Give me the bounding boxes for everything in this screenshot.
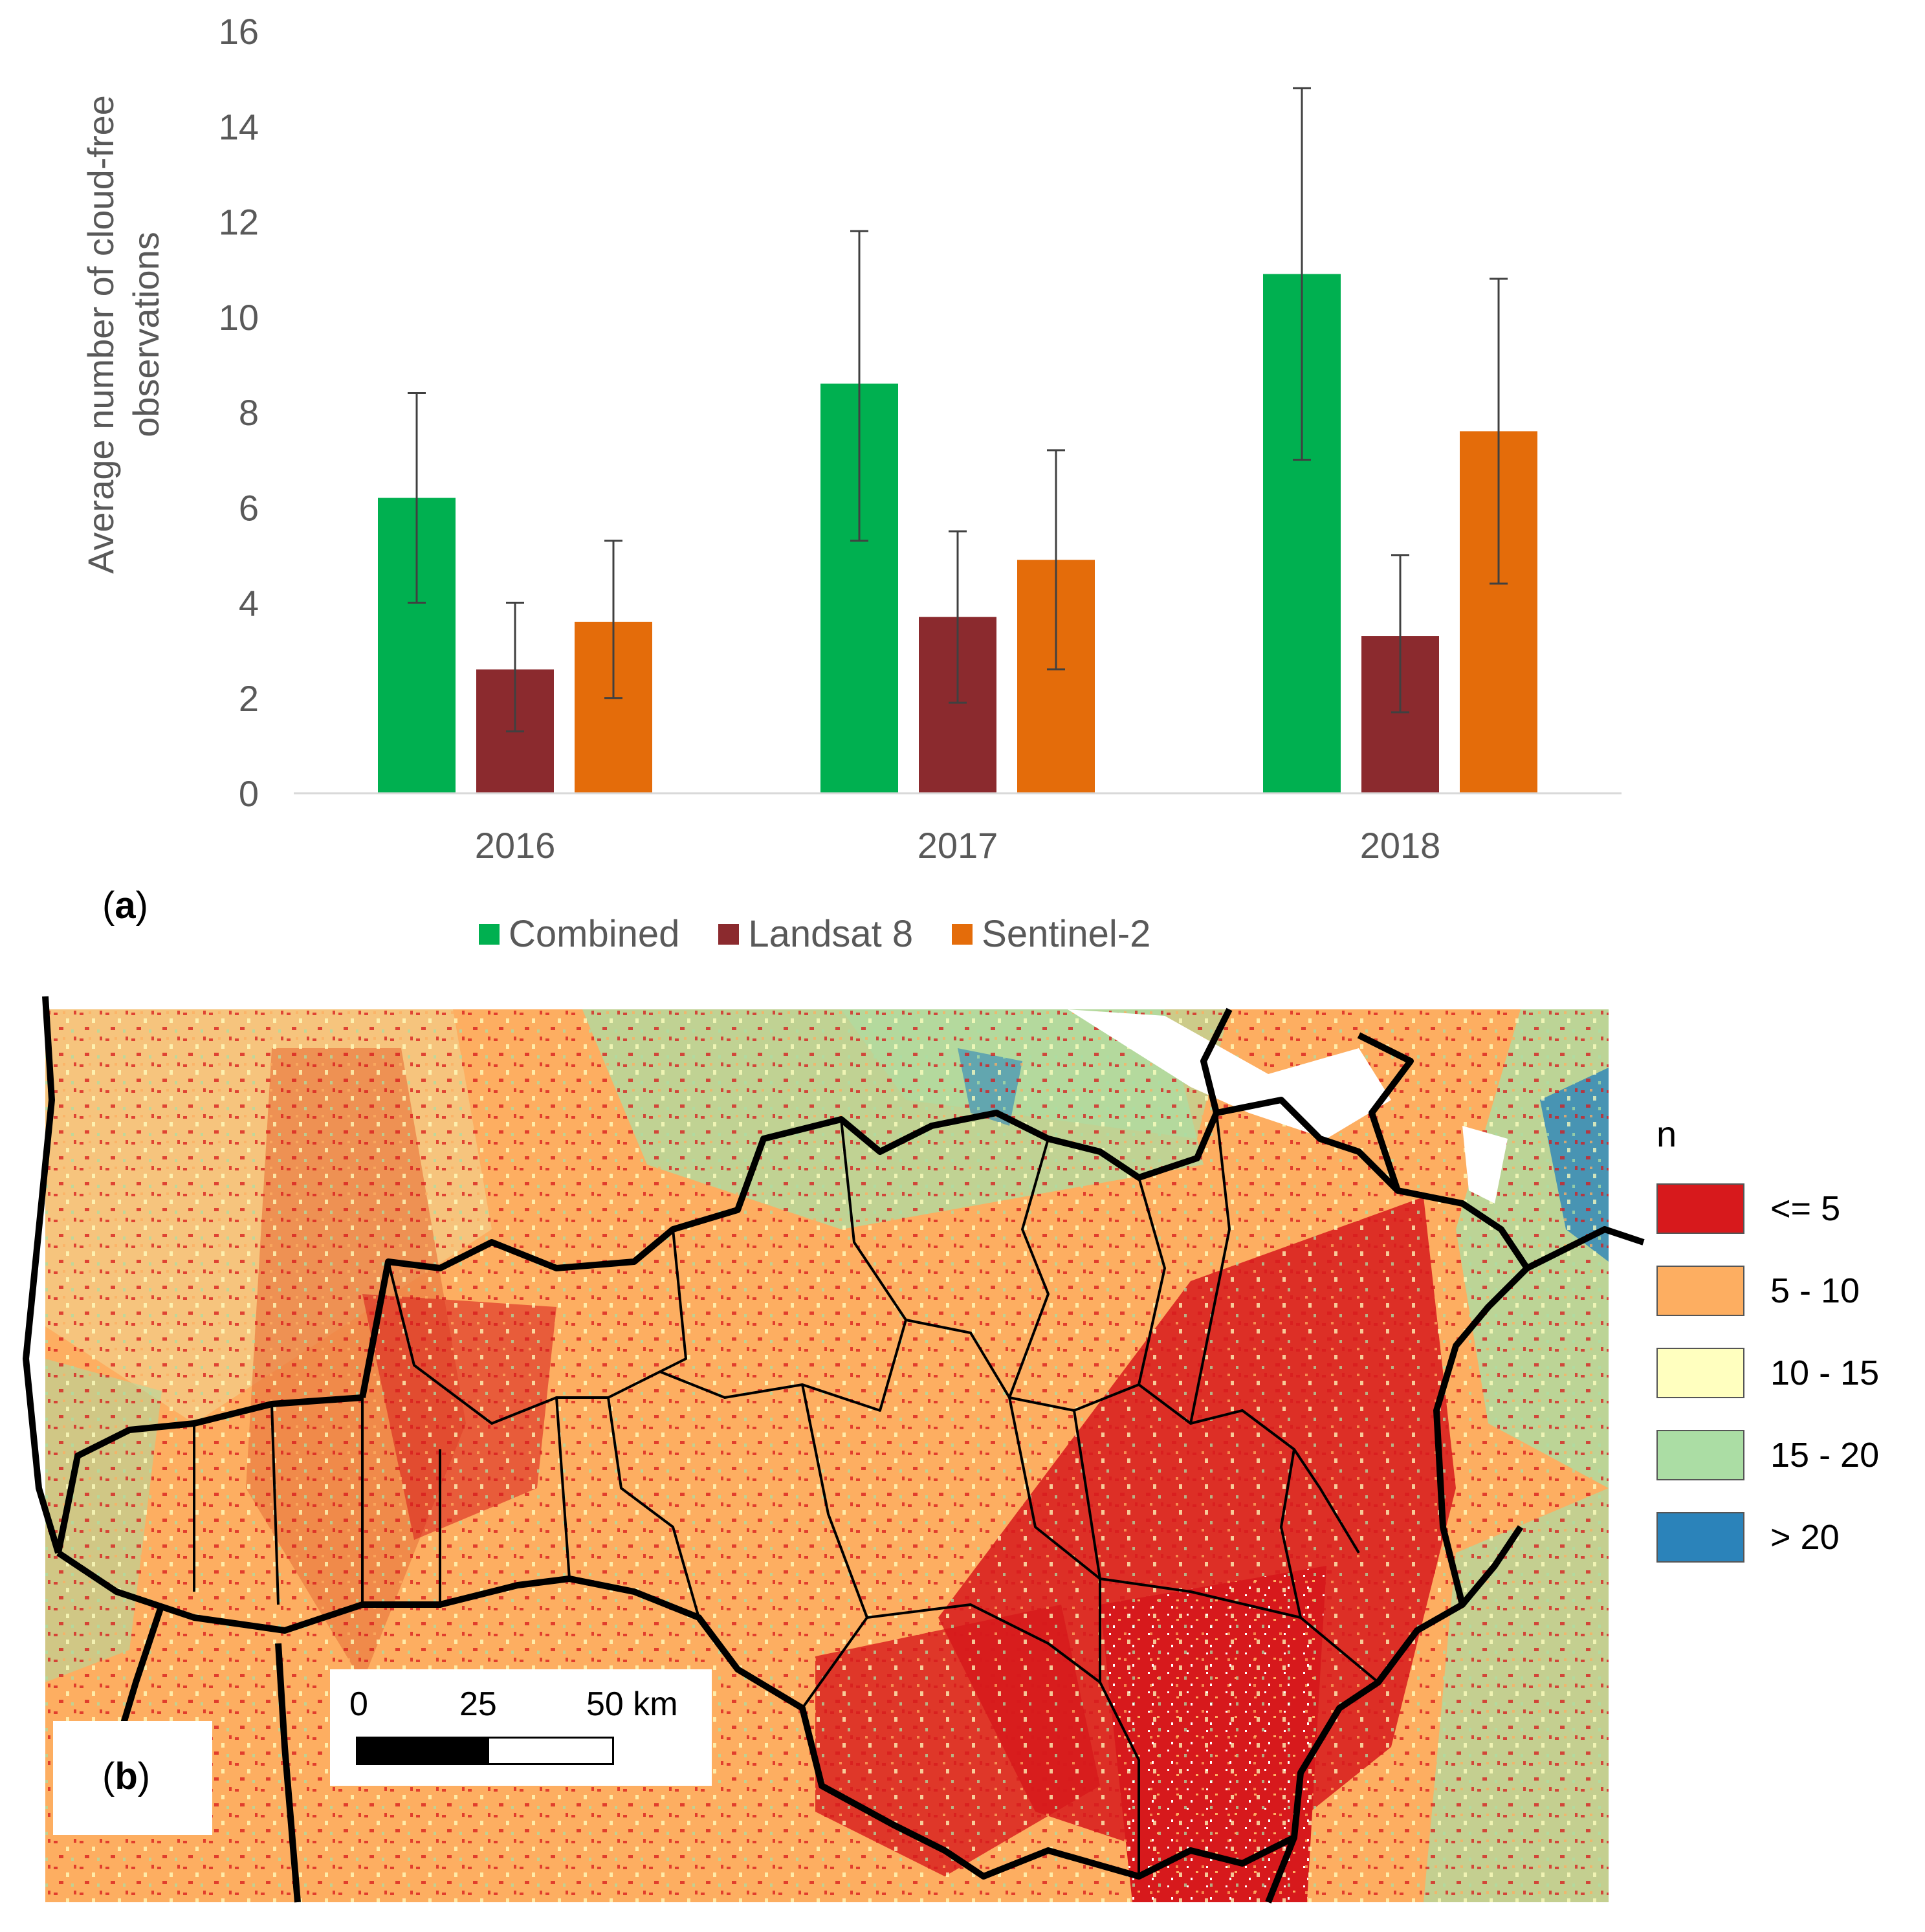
legend-swatch: [479, 923, 500, 945]
y-tick-label: 6: [239, 487, 259, 528]
scale-tick-50: 50 km: [586, 1685, 678, 1723]
y-tick-label: 2: [239, 678, 259, 719]
scale-bar: 0 25 50 km: [330, 1669, 712, 1786]
map-legend-label: 10 - 15: [1770, 1354, 1880, 1392]
map-legend-row: 5 - 10: [1656, 1263, 1915, 1319]
y-tick-label: 16: [219, 11, 259, 52]
y-tick-label: 12: [219, 202, 259, 243]
y-axis-ticks: 0 2 4 6 8 10 12 14 16: [219, 11, 259, 814]
legend-label: Landsat 8: [748, 913, 914, 955]
y-tick-label: 4: [239, 583, 259, 624]
scale-tick-0: 0: [349, 1685, 368, 1723]
x-tick-label: 2016: [475, 825, 556, 866]
bars: [378, 87, 1537, 793]
legend-item: Landsat 8: [718, 912, 913, 956]
y-tick-label: 0: [239, 773, 259, 814]
map-legend-label: <= 5: [1770, 1189, 1841, 1228]
map-legend-swatch: [1656, 1348, 1744, 1398]
x-axis-ticks: 2016 2017 2018: [475, 825, 1441, 866]
panel-label-b-box: [53, 1721, 212, 1835]
map-legend-swatch: [1656, 1183, 1744, 1234]
panel-label-b: (b): [102, 1755, 151, 1797]
map-legend-row: <= 5: [1656, 1181, 1915, 1236]
bar-chart: 0 2 4 6 8 10 12 14 16 Average number of cloud-fr…: [80, 11, 1622, 866]
y-axis-label: Average number of cloud-free observations: [80, 95, 166, 574]
x-tick-label: 2017: [918, 825, 998, 866]
x-tick-label: 2018: [1360, 825, 1441, 866]
y-tick-label: 8: [239, 392, 259, 433]
map-legend-swatch: [1656, 1512, 1744, 1563]
legend-swatch: [952, 923, 973, 945]
map-legend-label: 15 - 20: [1770, 1436, 1880, 1475]
legend-item: Combined: [479, 912, 679, 956]
legend-label: Combined: [509, 913, 680, 955]
map-legend: n <= 5 5 - 10 10 - 15 15 - 20 > 20: [1656, 1113, 1915, 1592]
y-tick-label: 10: [219, 297, 259, 338]
legend-swatch: [718, 923, 740, 945]
map-legend-swatch: [1656, 1266, 1744, 1316]
admin-boundaries: [23, 996, 1645, 1904]
scale-bar-white: [487, 1737, 614, 1765]
y-tick-label: 14: [219, 106, 259, 147]
legend-label: Sentinel-2: [982, 913, 1151, 955]
map-legend-row: > 20: [1656, 1509, 1915, 1565]
map-legend-row: 15 - 20: [1656, 1427, 1915, 1483]
map-legend-label: 5 - 10: [1770, 1271, 1860, 1310]
legend-item: Sentinel-2: [952, 912, 1150, 956]
scale-tick-25: 25: [459, 1685, 497, 1723]
map-legend-row: 10 - 15: [1656, 1345, 1915, 1401]
map-legend-swatch: [1656, 1430, 1744, 1480]
y-axis-label-line: observations: [126, 232, 166, 437]
panel-label-a: (a): [102, 884, 148, 927]
chart-legend: Combined Landsat 8 Sentinel-2: [479, 912, 1150, 956]
map-legend-title: n: [1656, 1114, 1677, 1154]
y-axis-label-line: Average number of cloud-free: [80, 95, 121, 574]
map-raster: [45, 1009, 1609, 1902]
scale-bar-black: [356, 1737, 489, 1765]
map-legend-label: > 20: [1770, 1518, 1840, 1557]
